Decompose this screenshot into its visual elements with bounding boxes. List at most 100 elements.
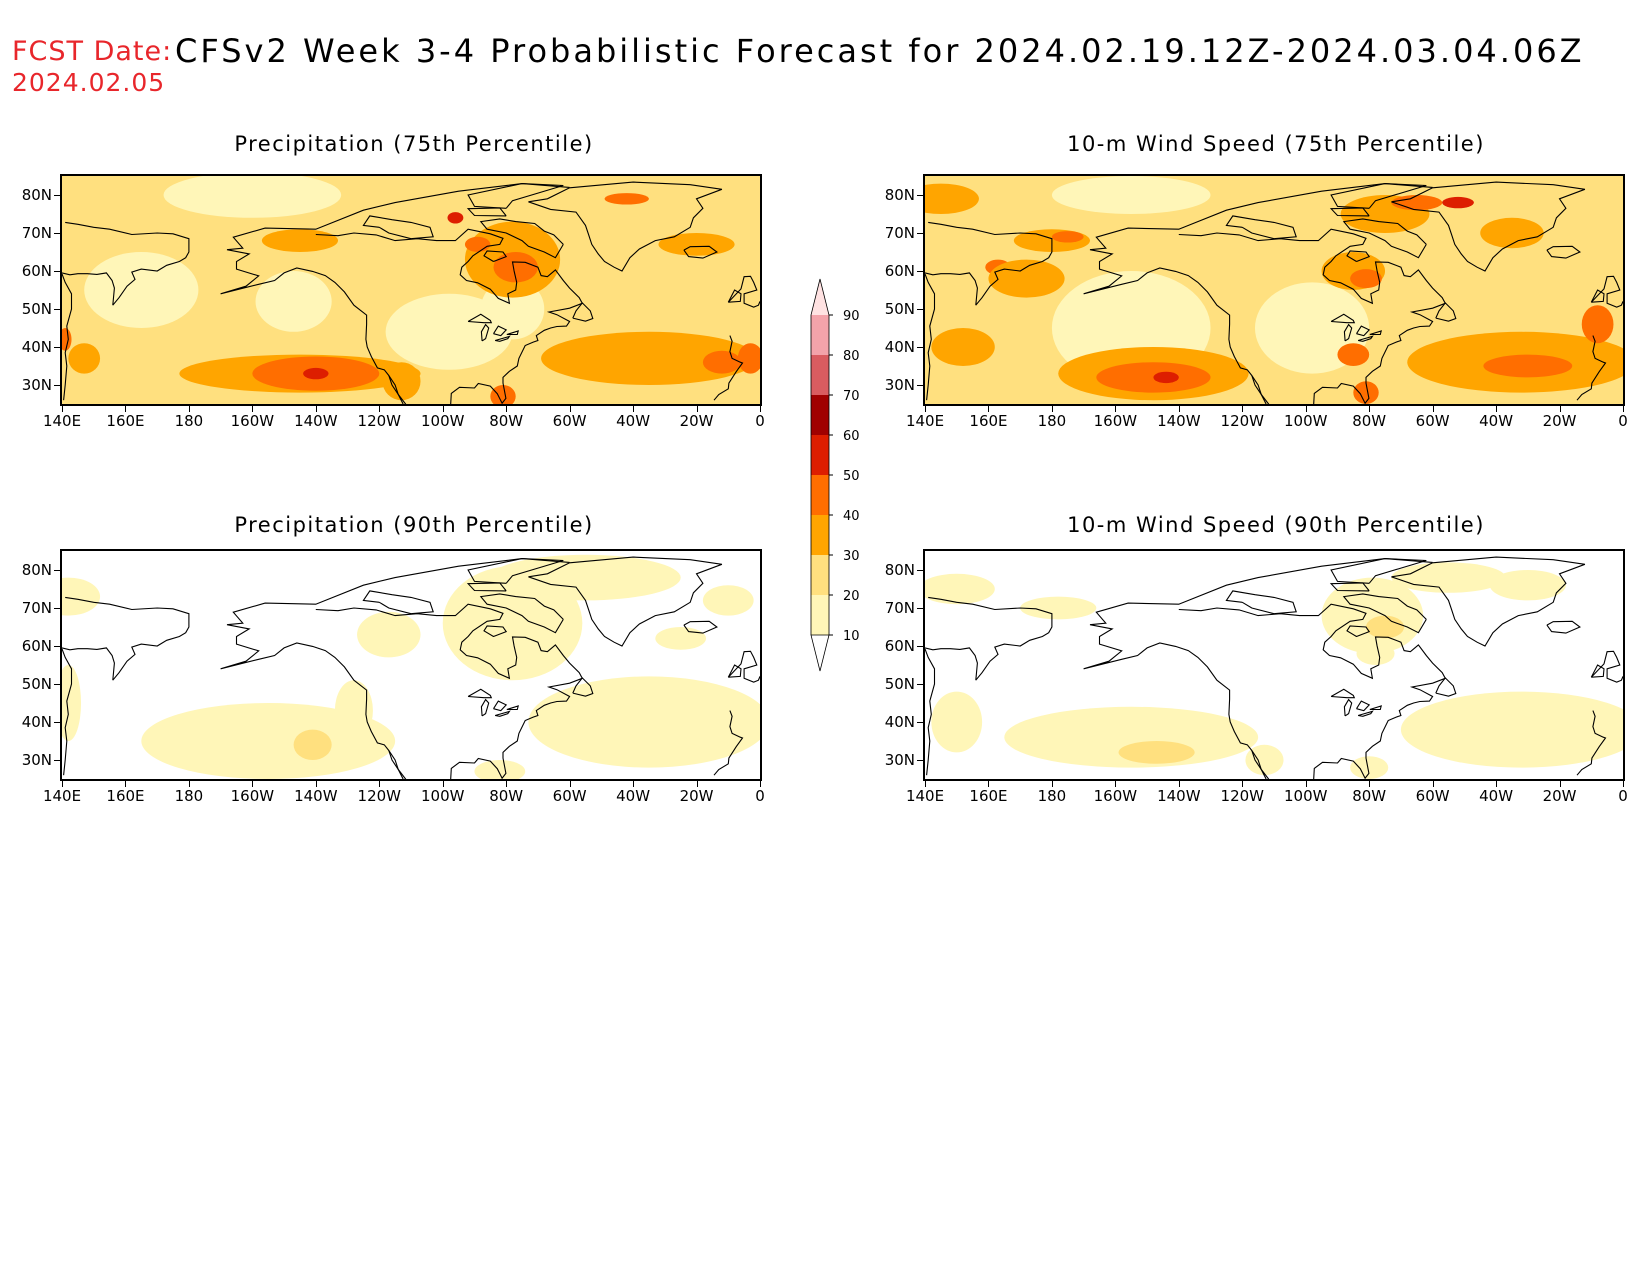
lon-tick — [925, 781, 926, 787]
coastline — [466, 207, 507, 217]
probability-region — [447, 212, 464, 224]
coastline — [1546, 245, 1581, 259]
map-frame — [60, 174, 762, 406]
coastline — [62, 273, 73, 401]
lon-tick — [696, 406, 698, 412]
coastline — [1346, 250, 1371, 263]
probability-region — [1356, 642, 1395, 665]
lat-label: 80N — [884, 561, 915, 579]
lon-label: 160W — [230, 412, 275, 430]
lon-tick — [62, 406, 63, 412]
lon-label: 160E — [106, 412, 145, 430]
lon-label: 100W — [1283, 412, 1328, 430]
probability-region — [1483, 354, 1573, 378]
coastline — [467, 558, 564, 584]
lon-label: 40W — [616, 412, 651, 430]
probability-region — [303, 367, 329, 380]
lat-label: 70N — [21, 224, 52, 242]
coastline — [1178, 228, 1447, 404]
lon-label: 140E — [905, 787, 945, 805]
coastline — [1576, 710, 1607, 776]
lat-tick — [917, 233, 923, 234]
lon-tick — [442, 406, 444, 412]
lon-label: 140E — [42, 412, 82, 430]
coastline — [572, 677, 594, 697]
coastline — [62, 648, 73, 776]
colorbar-level-label: 60 — [843, 429, 860, 444]
coastline — [315, 228, 584, 404]
coastline — [1251, 750, 1270, 779]
coastline — [572, 302, 594, 322]
lon-tick — [988, 406, 990, 412]
lon-tick — [252, 781, 254, 787]
lat-tick — [54, 570, 60, 571]
probability-region — [493, 252, 538, 283]
probability-region — [1350, 756, 1389, 779]
lon-label: 160E — [969, 787, 1008, 805]
coastline — [62, 272, 115, 306]
lon-tick — [1369, 406, 1371, 412]
map-frame — [923, 549, 1625, 781]
lat-label: 50N — [884, 675, 915, 693]
coastline — [727, 664, 742, 678]
panel-title-wind-75: 10-m Wind Speed (75th Percentile) — [1067, 132, 1485, 156]
lon-label: 60W — [552, 787, 587, 805]
coastline — [1251, 375, 1270, 404]
coastline — [1342, 593, 1427, 634]
probability-region — [1153, 371, 1179, 384]
coastline — [1178, 603, 1447, 779]
lat-label: 30N — [21, 751, 52, 769]
lon-label: 0 — [1618, 787, 1628, 805]
lat-label: 30N — [884, 751, 915, 769]
lon-label: 100W — [1283, 787, 1328, 805]
coastline — [480, 698, 490, 717]
probability-region — [1391, 195, 1443, 211]
coastline — [65, 596, 190, 681]
coastline — [727, 289, 742, 303]
probability-region — [1442, 196, 1474, 209]
coastline — [1576, 335, 1607, 401]
lat-tick — [54, 233, 60, 234]
coastline — [62, 647, 115, 681]
lat-tick — [917, 570, 923, 571]
coastline — [727, 275, 760, 308]
probability-region — [334, 680, 373, 741]
lon-label: 140E — [42, 787, 82, 805]
coastline — [494, 335, 511, 342]
coastline — [1357, 335, 1374, 342]
lat-label: 70N — [21, 599, 52, 617]
lon-label: 120W — [357, 412, 401, 430]
coastline — [493, 325, 508, 337]
lon-tick — [379, 781, 381, 787]
lon-label: 0 — [755, 412, 765, 430]
probability-region — [141, 703, 396, 779]
probability-region — [1400, 691, 1623, 768]
lat-tick — [54, 646, 60, 647]
lon-label: 140E — [905, 412, 945, 430]
coastline — [1083, 183, 1433, 404]
lon-tick — [633, 781, 635, 787]
lon-tick — [988, 781, 990, 787]
lon-label: 20W — [679, 787, 714, 805]
lat-label: 50N — [884, 300, 915, 318]
lon-tick — [1051, 781, 1053, 787]
coastline — [1329, 582, 1370, 592]
coastline — [1225, 590, 1297, 615]
probability-region — [464, 236, 491, 252]
lon-label: 160W — [1093, 412, 1138, 430]
coastline — [1083, 558, 1433, 779]
lon-tick — [1051, 406, 1053, 412]
coastline — [65, 221, 190, 306]
lon-tick — [760, 781, 761, 787]
colorbar-level-label: 70 — [843, 389, 860, 404]
lon-tick — [1242, 781, 1244, 787]
lon-tick — [315, 781, 317, 787]
coastline — [1356, 700, 1371, 712]
coastline — [1435, 302, 1457, 322]
coastline — [713, 335, 744, 401]
coastline — [1346, 625, 1371, 638]
map-canvas — [62, 554, 760, 779]
panel-title-precip-90: Precipitation (90th Percentile) — [234, 513, 594, 537]
probability-region — [1391, 562, 1506, 593]
probability-region — [474, 760, 526, 779]
